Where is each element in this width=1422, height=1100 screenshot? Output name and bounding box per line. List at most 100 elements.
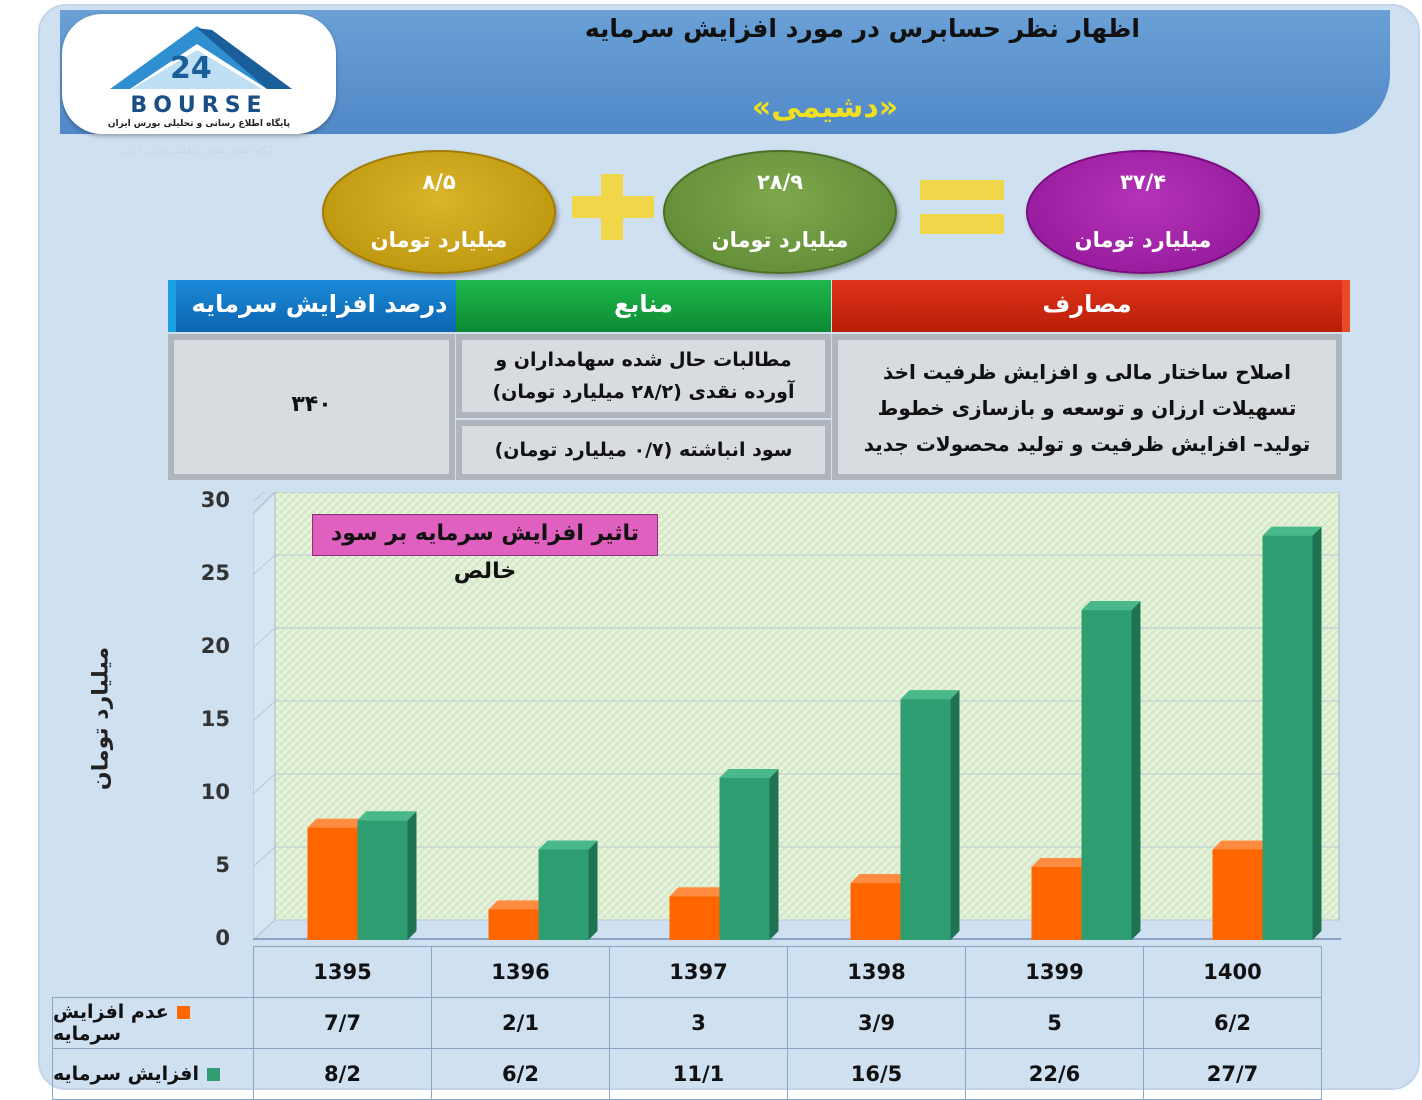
bar-side [1312,526,1322,940]
percent-value: ۳۴۰ [168,334,455,480]
bar-top [307,818,367,828]
gridline-side [253,846,276,868]
bourse-logo-icon: 24 BOURSE پایگاه اطلاع رسانی و تحلیلی بو… [108,26,292,129]
capital-part-retained-earnings: ۸/۵ میلیارد تومان [322,150,556,274]
value-cell: 11/1 [609,1048,788,1100]
bar-side [769,768,779,940]
capital-increase-total: ۳۷/۴ میلیارد تومان [1026,150,1260,274]
y-axis-label: میلیارد تومان [86,620,116,820]
bar-increase-1396 [538,849,589,940]
table-row: افزایش سرمایه 8/2 6/2 11/1 16/5 22/6 27/… [52,1048,1322,1100]
table-row: 1395 1396 1397 1398 1399 1400 [52,946,1322,998]
unit-label: میلیارد تومان [370,228,508,252]
value-cell: 6/2 [1143,997,1322,1049]
chart-title: تاثیر افزایش سرمایه بر سود خالص [312,514,658,584]
plus-icon [572,174,654,240]
gridline-side [253,700,276,722]
bar-top [1081,601,1141,611]
bar-top [538,840,598,850]
value-cell: 22/6 [965,1048,1144,1100]
y-tick-label: 15 [200,707,230,731]
uses-text: اصلاح ساختار مالی و افزایش ظرفیت اخذ تسه… [832,334,1342,480]
table-corner [52,946,254,998]
data-table: 1395 1396 1397 1398 1399 1400 عدم افزایش… [52,946,1322,1100]
bar-chart-svg [253,492,1341,940]
year-1395: 1395 [253,946,432,998]
value-cell: 8/2 [253,1048,432,1100]
equals-icon [920,180,1004,234]
value-cell: 7/7 [253,997,432,1049]
bar-increase-1397 [719,777,770,940]
legend-label: افزایش سرمایه [53,1063,199,1085]
gridline-side [253,919,276,940]
bar-increase-1400 [1262,535,1313,940]
bar-side [407,811,417,940]
bar-no-increase-1400 [1212,849,1263,940]
source-1: مطالبات حال شده سهامداران و آورده نقدی (… [456,334,831,418]
bar-increase-1395 [357,820,408,940]
bar-side [588,840,598,940]
value-label: ۳۷/۴ [1119,170,1167,194]
bar-top [488,900,548,910]
sources-header: منابع [456,280,831,332]
bar-top [1212,840,1272,850]
value-cell: 5 [965,997,1144,1049]
percent-header: درصد افزایش سرمایه [168,280,463,332]
company-name: «دشیمی» [751,90,899,125]
y-tick-label: 10 [200,780,230,804]
year-1399: 1399 [965,946,1144,998]
value-cell: 27/7 [1143,1048,1322,1100]
plot-back-wall [274,492,1340,921]
orange-swatch-icon [176,1006,190,1019]
bar-side [1131,601,1141,940]
bar-chart [253,492,1341,940]
y-tick-label: 30 [200,488,230,512]
table-row: عدم افزایش سرمایه 7/7 2/1 3 3/9 5 6/2 [52,997,1322,1049]
y-tick-label: 5 [215,853,230,877]
y-axis-label-text: میلیارد تومان [88,646,114,791]
green-swatch-icon [206,1068,220,1081]
plot-side-wall [253,492,276,940]
year-1396: 1396 [431,946,610,998]
bar-top [719,768,779,778]
y-tick-label: 0 [215,926,230,950]
gridline-side [253,554,276,576]
legend-increase: افزایش سرمایه [52,1048,254,1100]
y-tick-label: 25 [200,561,230,585]
unit-label: میلیارد تومان [1074,228,1212,252]
logo-text: BOURSE [130,93,267,118]
bar-increase-1398 [900,699,951,940]
bar-top [1262,526,1322,536]
page-title: اظهار نظر حسابرس در مورد افزایش سرمایه [584,14,1140,43]
value-cell: 3/9 [787,997,966,1049]
value-label: ۸/۵ [422,170,456,194]
gridline-side [253,492,265,503]
bar-no-increase-1398 [850,883,901,940]
y-tick-label: 20 [200,634,230,658]
logo-reflection: پایگاه اطلاع رسانی و تحلیلی بورس ایران [122,146,276,156]
logo-number: 24 [170,51,212,86]
legend-label: عدم افزایش سرمایه [53,1001,169,1045]
capital-part-cash: ۲۸/۹ میلیارد تومان [663,150,897,274]
bar-top [357,811,417,821]
value-cell: 2/1 [431,997,610,1049]
year-1398: 1398 [787,946,966,998]
bar-increase-1399 [1081,610,1132,940]
unit-label: میلیارد تومان [711,228,849,252]
bar-top [1031,858,1091,867]
bar-no-increase-1397 [669,896,720,940]
logo-caption: پایگاه اطلاع رسانی و تحلیلی بورس ایران [108,117,290,129]
legend-no-increase: عدم افزایش سرمایه [52,997,254,1049]
gridline-side [253,627,276,649]
bar-no-increase-1395 [307,827,358,940]
year-1397: 1397 [609,946,788,998]
logo: 24 BOURSE پایگاه اطلاع رسانی و تحلیلی بو… [62,14,336,134]
source-2: سود انباشته (۰/۷ میلیارد تومان) [456,420,831,480]
bar-side [950,690,960,940]
bar-top [850,874,910,884]
uses-header: مصارف [832,280,1350,332]
value-label: ۲۸/۹ [756,170,804,194]
gridline-side [253,773,276,795]
value-cell: 16/5 [787,1048,966,1100]
value-cell: 3 [609,997,788,1049]
